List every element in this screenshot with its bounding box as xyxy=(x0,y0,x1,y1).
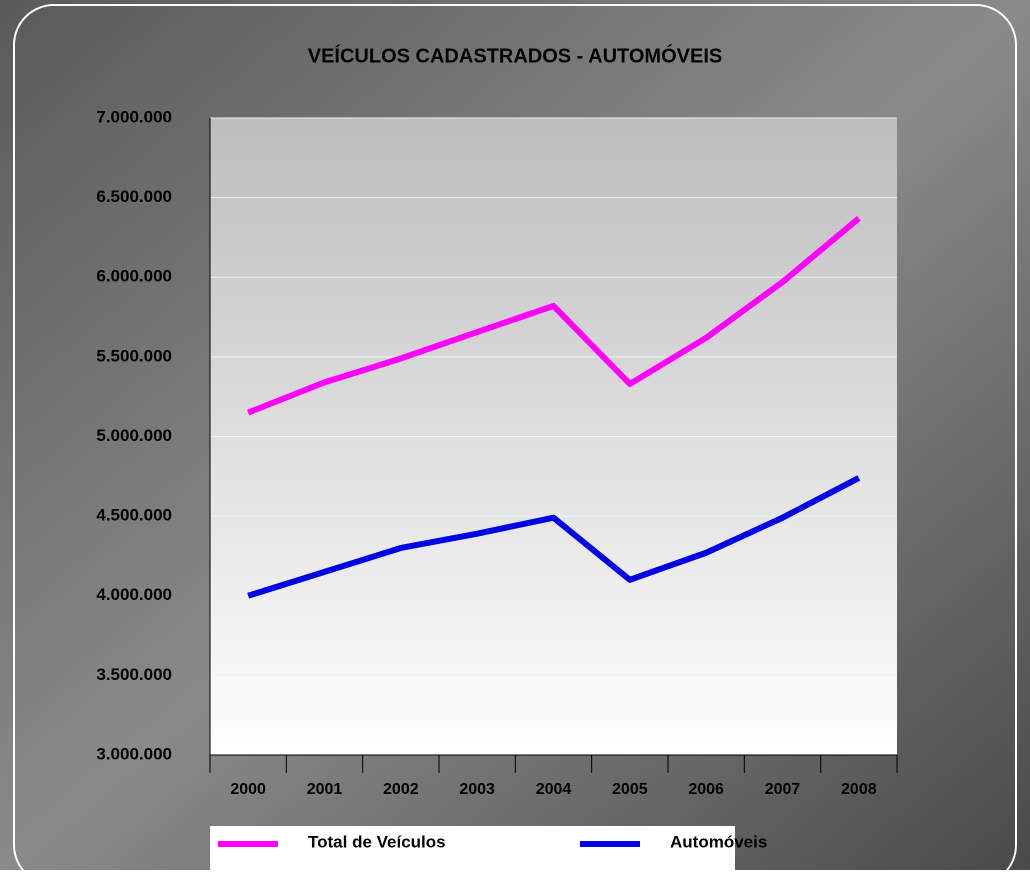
x-tick-label: 2008 xyxy=(841,781,877,798)
x-tick-label: 2005 xyxy=(612,781,648,798)
legend-label: Automóveis xyxy=(670,832,767,851)
x-tick-label: 2003 xyxy=(459,781,495,798)
x-tick-label: 2002 xyxy=(383,781,419,798)
x-tick-label: 2007 xyxy=(765,781,801,798)
y-tick-label: 7.000.000 xyxy=(96,107,172,126)
y-tick-label: 4.000.000 xyxy=(96,585,172,604)
y-tick-label: 6.500.000 xyxy=(96,187,172,206)
x-tick-label: 2004 xyxy=(536,781,572,798)
legend-label: Total de Veículos xyxy=(308,832,446,851)
y-tick-label: 3.000.000 xyxy=(96,744,172,763)
series-line xyxy=(247,216,861,416)
x-tick-label: 2000 xyxy=(230,781,266,798)
y-tick-label: 6.000.000 xyxy=(96,267,172,286)
x-tick-label: 2001 xyxy=(307,781,343,798)
y-tick-label: 5.500.000 xyxy=(96,346,172,365)
y-tick-label: 3.500.000 xyxy=(96,665,172,684)
legend-box xyxy=(210,826,735,870)
x-tick-label: 2006 xyxy=(688,781,724,798)
y-tick-label: 5.000.000 xyxy=(96,426,172,445)
chart-title: VEÍCULOS CADASTRADOS - AUTOMÓVEIS xyxy=(308,43,722,67)
panel-border xyxy=(13,4,1017,875)
series-line xyxy=(247,475,861,599)
y-tick-label: 4.500.000 xyxy=(96,506,172,525)
